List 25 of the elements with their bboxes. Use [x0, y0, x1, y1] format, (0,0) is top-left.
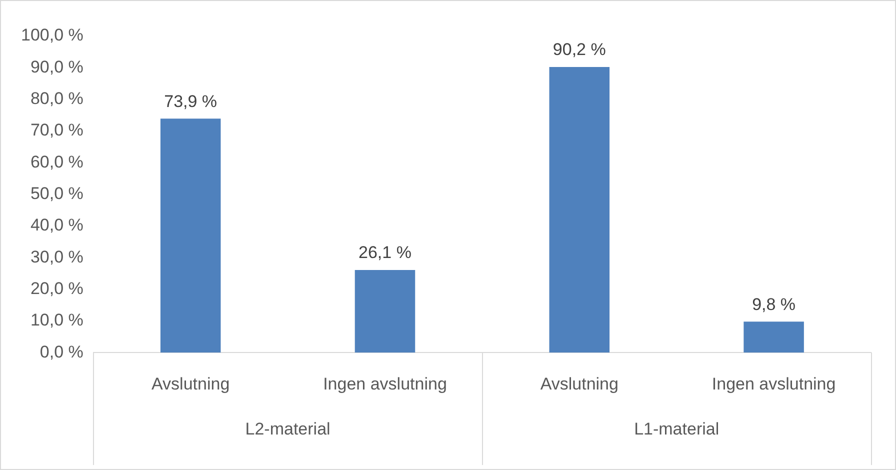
y-tick-label: 0,0 % — [40, 342, 84, 362]
text: L1-material — [634, 419, 720, 438]
x-tick-label: Ingen avslutning — [323, 374, 447, 394]
y-tick-label: 80,0 % — [30, 89, 84, 108]
text: L2-material — [245, 419, 330, 438]
bar — [160, 118, 221, 353]
bar — [549, 67, 610, 353]
y-tick-label: 10,0 % — [30, 310, 84, 330]
y-tick-label: 100,0 % — [20, 26, 84, 45]
data-label: 9,8 % — [752, 294, 796, 314]
bar — [354, 270, 416, 353]
x-tick-label: Avslutning — [152, 374, 230, 394]
data-label: 90,2 % — [552, 40, 606, 60]
y-tick-label: 90,0 % — [30, 57, 84, 76]
y-tick-label: 70,0 % — [30, 120, 84, 140]
data-label: 26,1 % — [358, 243, 412, 262]
y-tick-label: 60,0 % — [30, 152, 84, 172]
y-tick-label: 30,0 % — [30, 247, 84, 266]
y-tick-label: 40,0 % — [30, 216, 84, 235]
bar — [744, 322, 804, 353]
x-tick-label: Ingen avslutning — [712, 374, 836, 394]
x-tick-label: Avslutning — [540, 374, 618, 394]
y-tick-label: 20,0 % — [30, 278, 84, 298]
data-label: 73,9 % — [164, 92, 218, 111]
y-tick-label: 50,0 % — [30, 184, 84, 203]
